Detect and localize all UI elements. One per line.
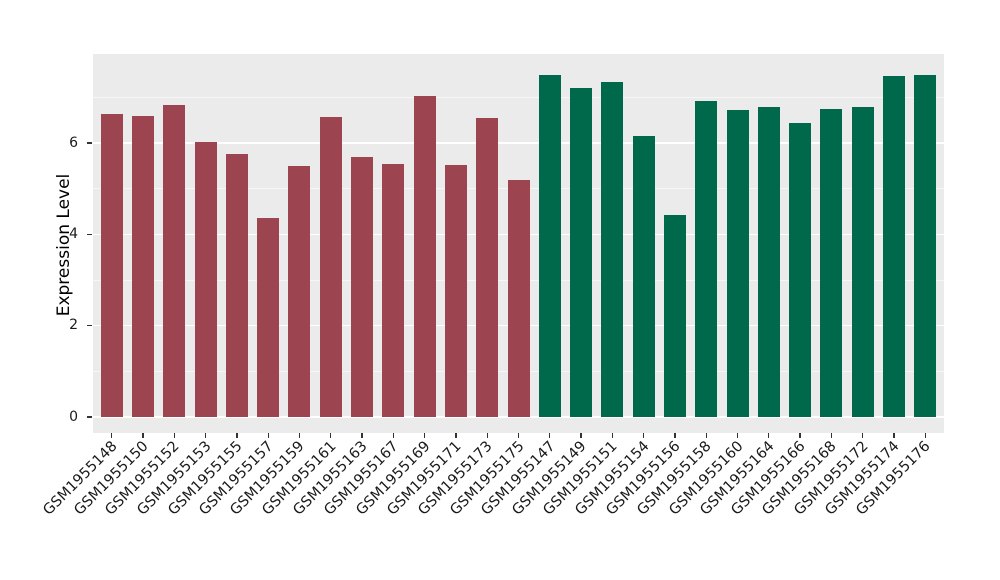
y-tick-mark [87,416,92,418]
x-tick-mark [423,433,426,438]
x-tick-mark [674,433,676,438]
x-tick-mark [142,433,144,438]
bar-GSM1955168 [820,108,843,417]
x-tick-mark [861,433,864,438]
bar-GSM1955153 [194,141,217,418]
gridline-minor [93,96,944,98]
y-tick-mark [87,233,92,236]
bar-GSM1955174 [882,75,905,417]
bar-GSM1955171 [444,164,467,417]
bar-GSM1955147 [538,75,561,417]
x-tick-mark [549,433,551,438]
bar-GSM1955148 [100,114,123,417]
x-tick-mark [173,433,176,438]
bar-GSM1955163 [351,156,374,417]
bar-GSM1955152 [163,104,186,417]
x-tick-mark [580,433,582,438]
y-axis-title: Expression Level [54,173,74,317]
x-tick-mark [893,433,895,438]
x-tick-mark [768,433,770,438]
bar-GSM1955175 [507,180,530,418]
gridline-major [93,416,944,418]
bar-GSM1955167 [382,164,405,418]
bar-GSM1955157 [257,218,280,417]
bar-GSM1955176 [914,74,937,418]
plot-panel [93,54,944,433]
x-tick-mark [517,433,520,438]
x-tick-mark [267,433,269,438]
x-tick-mark [361,433,363,438]
x-tick-mark [705,433,707,438]
bar-GSM1955169 [413,96,436,417]
x-tick-mark [924,433,926,438]
bar-GSM1955164 [757,106,780,417]
x-tick-mark [392,433,395,438]
bar-GSM1955151 [601,81,624,417]
bar-GSM1955149 [570,87,593,417]
x-tick-mark [204,433,207,438]
x-tick-mark [111,433,113,438]
bar-GSM1955160 [726,109,749,417]
bar-GSM1955173 [476,118,499,417]
y-tick-label: 0 [69,408,78,425]
x-tick-mark [486,433,488,438]
x-tick-mark [642,433,645,438]
bar-GSM1955155 [225,153,248,417]
bar-GSM1955172 [851,107,874,417]
y-tick-label: 6 [69,134,78,151]
x-tick-mark [330,433,332,438]
bar-GSM1955150 [132,116,155,417]
bar-GSM1955166 [789,122,812,417]
y-tick-label: 4 [69,225,78,242]
y-tick-mark [87,142,92,144]
x-tick-mark [236,433,238,438]
y-tick-label: 2 [69,317,78,334]
bar-GSM1955161 [319,116,342,417]
x-tick-mark [298,433,301,438]
x-tick-mark [611,433,614,438]
gridline-major [93,142,944,144]
x-tick-mark [830,433,833,438]
bar-GSM1955158 [695,101,718,418]
x-tick-mark [736,433,739,438]
bar-GSM1955156 [663,214,686,417]
bar-GSM1955154 [632,135,655,418]
bar-GSM1955159 [288,166,311,418]
x-tick-mark [799,433,801,438]
y-tick-mark [87,324,92,327]
x-tick-mark [455,433,457,438]
